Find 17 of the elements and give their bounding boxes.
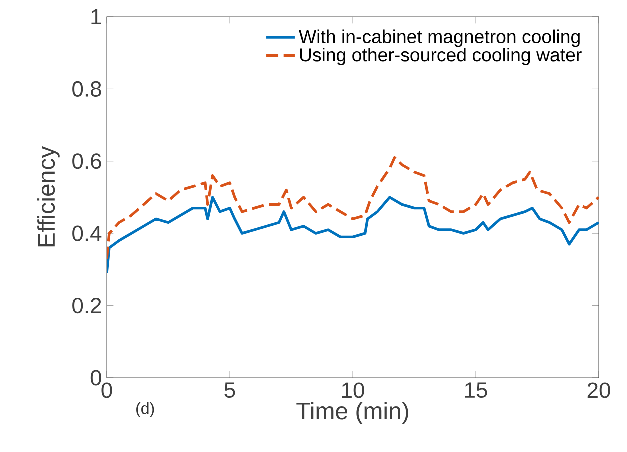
x-tick-label: 15	[465, 382, 488, 398]
y-axis-title: Efficiency	[38, 146, 60, 247]
y-tick-label: 0	[90, 370, 102, 386]
legend-label: Using other-sourced cooling water	[300, 48, 582, 66]
y-tick-label: 0.4	[72, 226, 102, 242]
x-tick-label: 0	[102, 382, 112, 398]
y-tick-label: 0.2	[72, 298, 102, 314]
x-axis-title: Time (min)	[296, 402, 408, 424]
text: (d)	[136, 402, 154, 418]
y-tick-label: 0.6	[72, 154, 102, 170]
y-tick-label: 0.8	[72, 81, 102, 97]
x-tick-label: 20	[588, 382, 610, 398]
x-tick-label: 10	[342, 382, 364, 398]
legend-label: With in-cabinet magnetron cooling	[299, 30, 580, 48]
line-series	[107, 156, 599, 260]
x-tick-label: 5	[224, 382, 236, 398]
y-tick-label: 1	[92, 9, 102, 25]
